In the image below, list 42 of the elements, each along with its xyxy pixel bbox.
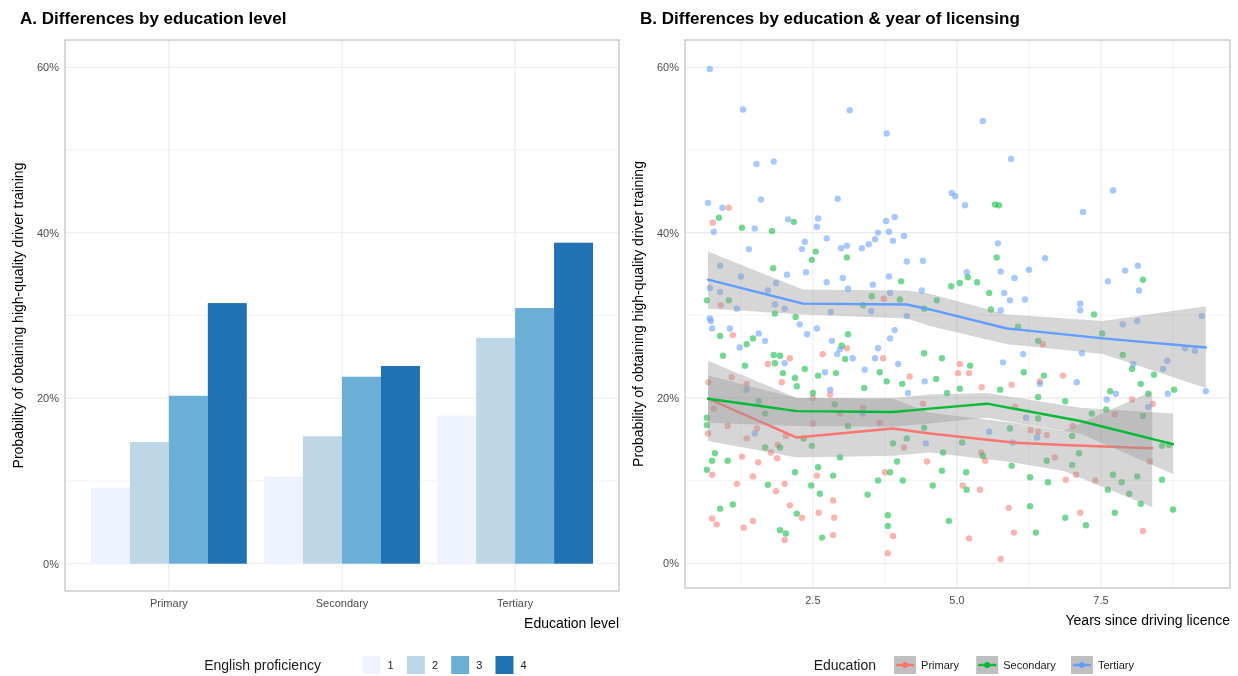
legend-label: Secondary: [1003, 659, 1057, 671]
chart-title: B. Differences by education & year of licensing: [640, 9, 1020, 28]
bar: [476, 337, 516, 564]
bar: [129, 442, 169, 564]
y-tick-label: 40%: [656, 226, 680, 239]
x-tick-label: 5.0: [949, 594, 965, 606]
legend-title: Education: [813, 657, 876, 673]
x-tick-label: Primary: [149, 597, 189, 609]
y-tick-label: 0%: [43, 557, 60, 570]
bar: [303, 436, 342, 564]
x-tick-label: Tertiary: [497, 597, 534, 609]
line-series: [706, 278, 1207, 349]
y-tick-label: 60%: [656, 61, 680, 74]
bar: [207, 303, 247, 564]
chart-title: A. Differences by education level: [20, 9, 287, 28]
bar: [380, 365, 420, 564]
bar: [90, 487, 130, 564]
x-axis-title: Years since driving licence: [1065, 612, 1231, 628]
bar: [264, 476, 304, 564]
x-tick-label: Secondary: [315, 597, 369, 609]
legend-label: Tertiary: [1097, 659, 1135, 671]
y-tick-label: 40%: [36, 226, 60, 239]
legend-title: English proficiency: [204, 657, 321, 673]
legend-label: 4: [520, 659, 527, 671]
y-tick-label: 0%: [663, 557, 680, 570]
y-tick-label: 20%: [656, 391, 680, 404]
y-tick-label: 60%: [36, 61, 60, 74]
y-axis-title: Probability of obtaining high-quality driver training: [10, 162, 26, 469]
legend-label: Primary: [921, 659, 960, 671]
legend-label: 1: [387, 659, 394, 671]
y-tick-label: 20%: [36, 392, 60, 405]
bar: [342, 376, 381, 564]
bar: [437, 415, 477, 564]
x-axis-title: Education level: [524, 615, 619, 631]
x-tick-label: 2.5: [805, 594, 821, 606]
x-tick-label: 7.5: [1093, 594, 1109, 606]
legend-label: 2: [431, 659, 439, 671]
bar: [554, 242, 594, 564]
bar: [515, 308, 555, 564]
bar: [168, 395, 208, 564]
y-axis-title: Probability of obtaining high-quality driver training: [630, 161, 646, 467]
legend-label: 3: [476, 659, 483, 671]
